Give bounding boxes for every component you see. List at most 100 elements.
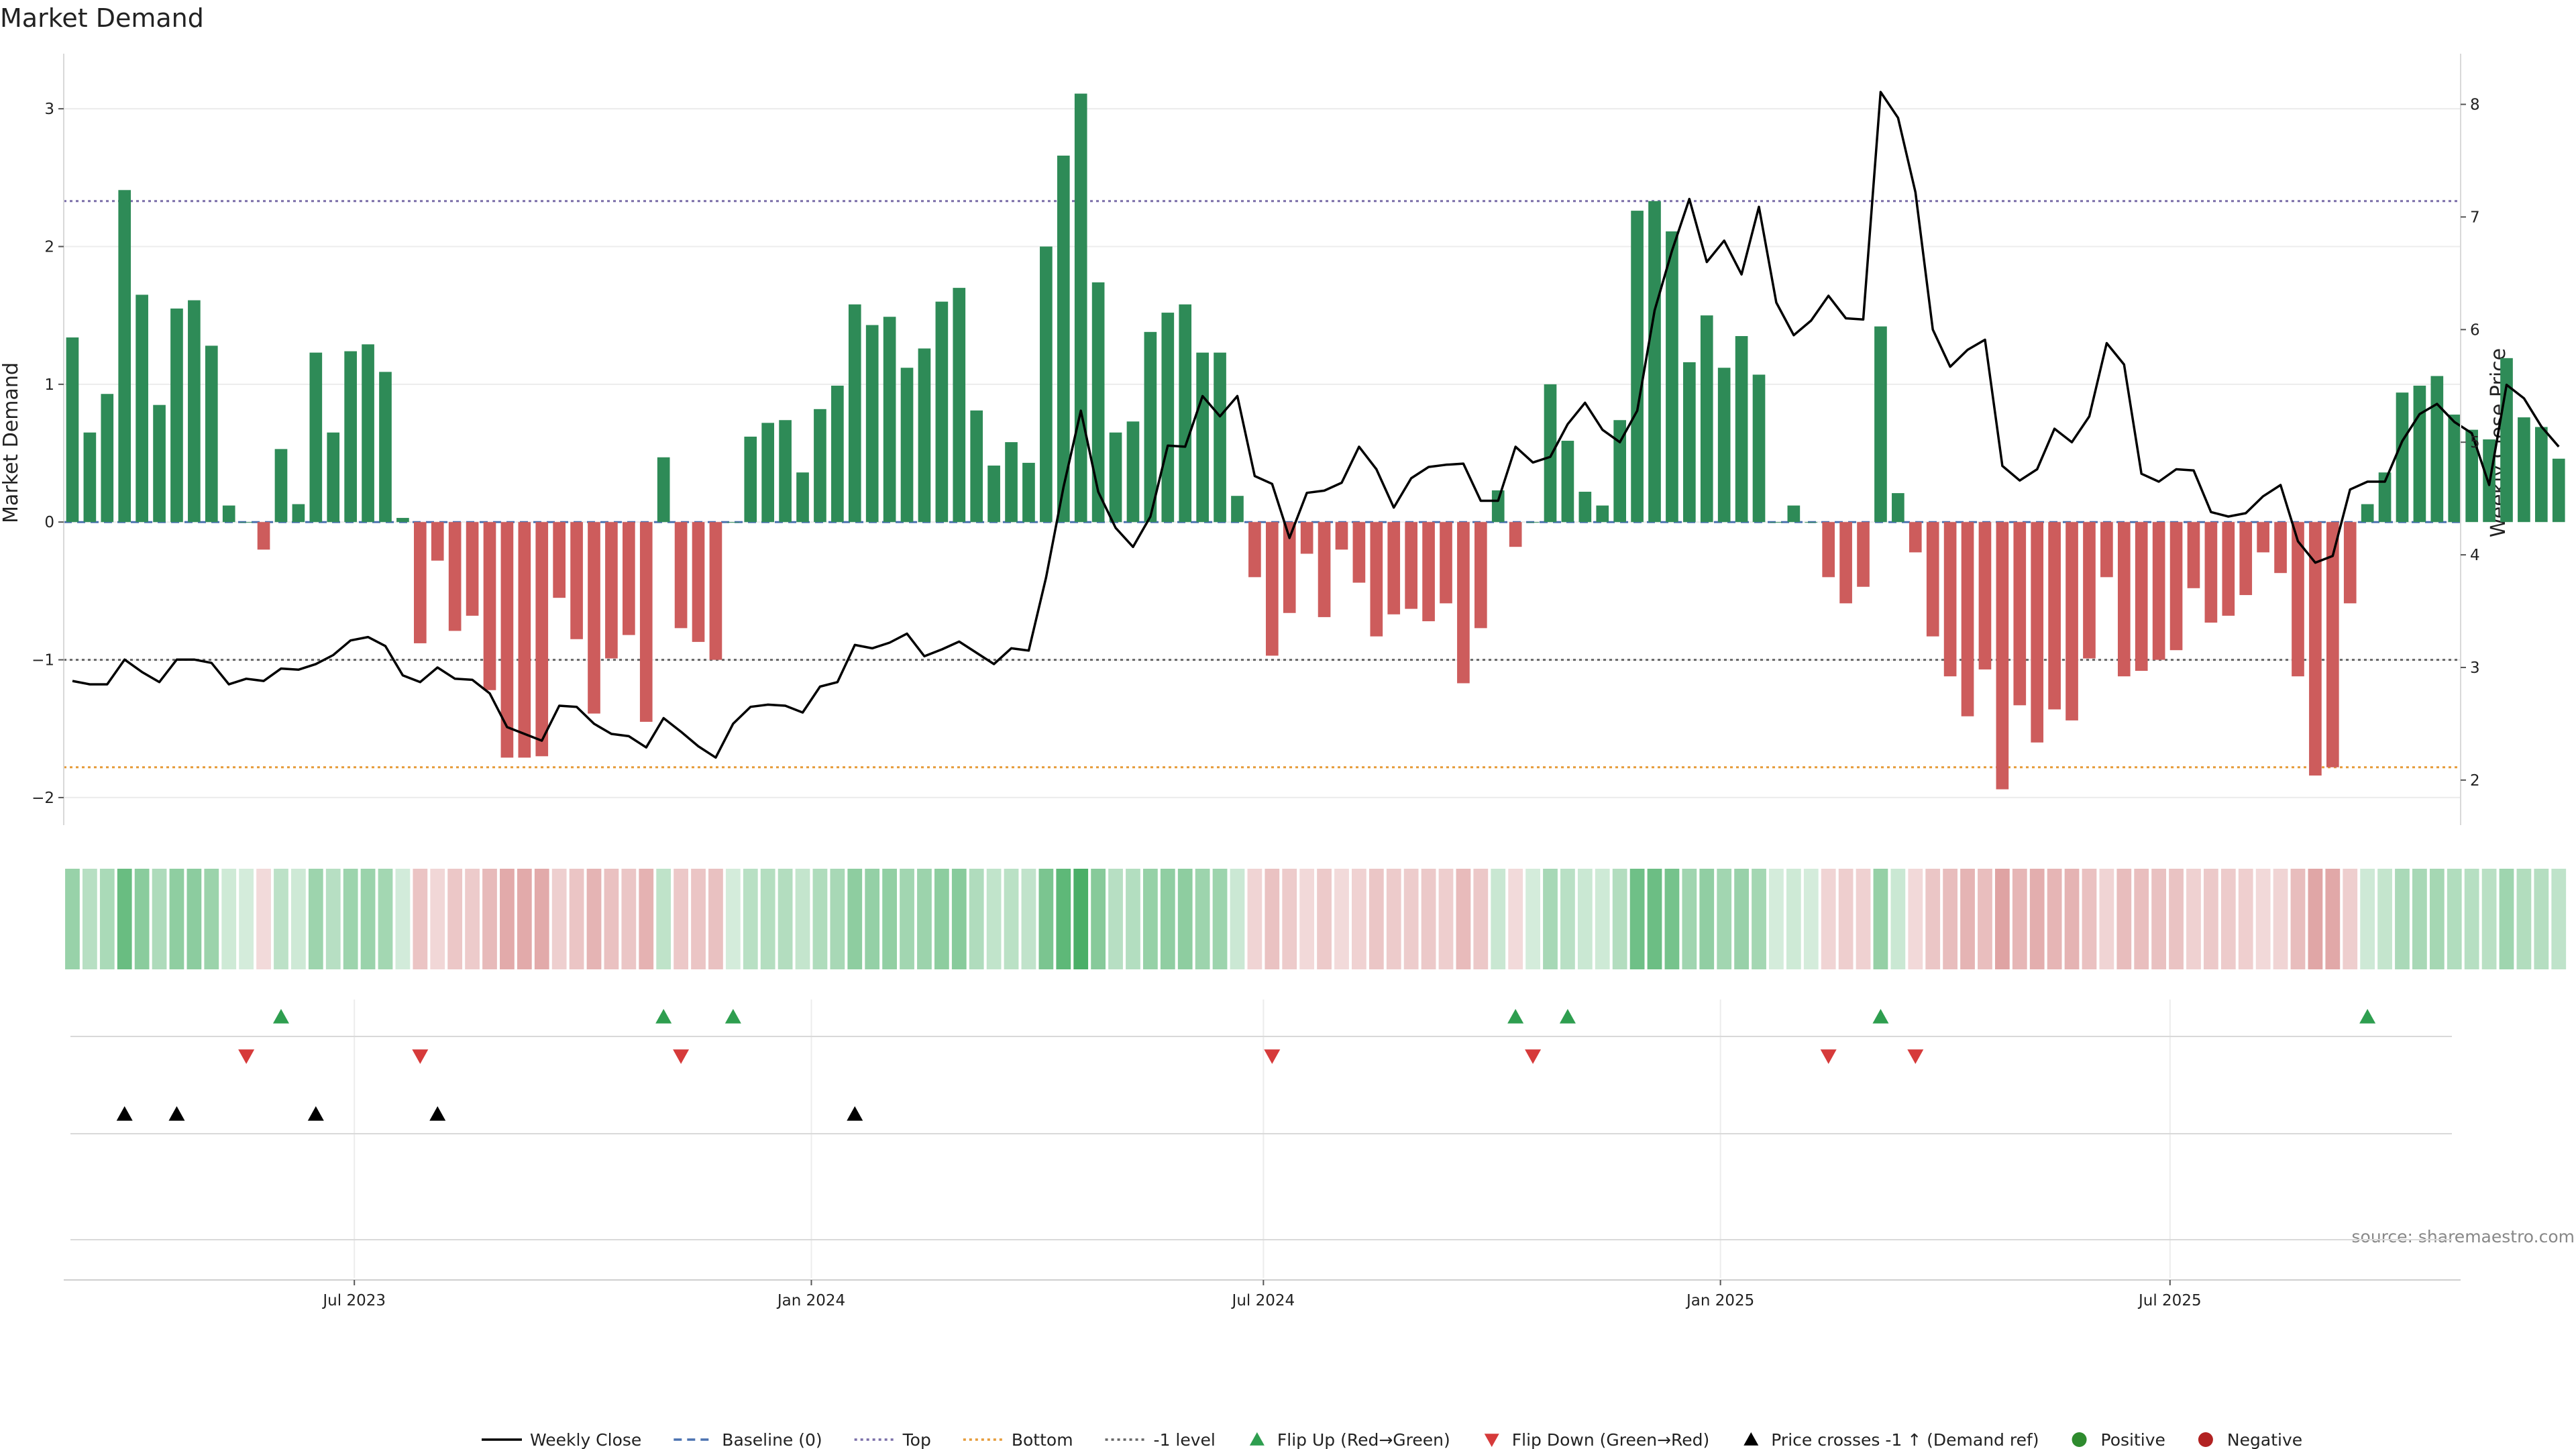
heat-cell bbox=[65, 869, 80, 969]
heat-cell bbox=[2255, 869, 2271, 969]
heat-cell bbox=[674, 869, 688, 969]
flip-down-marker bbox=[238, 1049, 255, 1064]
demand-bar bbox=[1352, 522, 1366, 583]
price-cross-marker bbox=[847, 1106, 863, 1121]
demand-bar bbox=[222, 505, 235, 523]
demand-bar bbox=[1578, 492, 1592, 523]
demand-bar bbox=[2135, 522, 2148, 671]
legend-item: Baseline (0) bbox=[674, 1430, 822, 1449]
heat-cell bbox=[1682, 869, 1697, 969]
demand-bar bbox=[413, 522, 427, 643]
heat-cell bbox=[343, 869, 358, 969]
heat-cell bbox=[951, 869, 967, 969]
legend-swatch bbox=[2198, 1432, 2213, 1447]
heat-cell bbox=[830, 869, 845, 969]
legend-swatch bbox=[1743, 1432, 1759, 1446]
demand-bars bbox=[66, 93, 2565, 790]
heat-cell bbox=[291, 869, 306, 969]
demand-bar bbox=[918, 348, 931, 523]
heat-cell bbox=[882, 869, 897, 969]
demand-bar bbox=[657, 457, 670, 523]
heat-cell bbox=[169, 869, 184, 969]
left-tick-label: −2 bbox=[32, 790, 54, 807]
demand-bar bbox=[344, 351, 357, 523]
demand-bar bbox=[1091, 282, 1105, 523]
heat-cell bbox=[1943, 869, 1958, 969]
demand-bar bbox=[2065, 522, 2078, 720]
demand-bar bbox=[1040, 246, 1053, 523]
right-tick-label: 2 bbox=[2470, 772, 2480, 790]
legend-item: Top bbox=[854, 1430, 931, 1449]
heat-cell bbox=[239, 869, 254, 969]
demand-bar bbox=[1996, 522, 2009, 790]
weekly-close-series bbox=[72, 91, 2560, 759]
demand-bar bbox=[2361, 504, 2374, 523]
demand-bar bbox=[1370, 522, 1383, 637]
demand-bar bbox=[153, 405, 166, 523]
heat-cell bbox=[1368, 869, 1384, 969]
demand-bar bbox=[935, 301, 949, 523]
demand-bar bbox=[136, 294, 148, 523]
demand-bar bbox=[1561, 441, 1574, 523]
legend-label: Price crosses -1 ↑ (Demand ref) bbox=[1771, 1430, 2039, 1449]
grid bbox=[64, 108, 2461, 1278]
heat-cell bbox=[1247, 869, 1263, 969]
demand-bar bbox=[1787, 505, 1801, 523]
demand-bar bbox=[709, 522, 722, 660]
demand-bar bbox=[2552, 458, 2565, 523]
demand-bar bbox=[553, 522, 566, 598]
demand-bar bbox=[1318, 522, 1331, 617]
heat-cell bbox=[986, 869, 1002, 969]
heat-cell bbox=[934, 869, 949, 969]
demand-bar bbox=[2292, 522, 2304, 677]
legend-item: Flip Down (Green→Red) bbox=[1484, 1430, 1709, 1449]
left-tick-label: 0 bbox=[44, 514, 54, 531]
heat-cell bbox=[1577, 869, 1593, 969]
demand-bar bbox=[2187, 522, 2200, 588]
demand-bar bbox=[1631, 211, 1644, 523]
demand-bar bbox=[848, 304, 861, 523]
heat-cell bbox=[1925, 869, 1941, 969]
demand-bar bbox=[2500, 358, 2513, 523]
heat-cell bbox=[2534, 869, 2549, 969]
heat-cell bbox=[2360, 869, 2375, 969]
demand-bar bbox=[1126, 421, 1140, 523]
heat-cell bbox=[2186, 869, 2201, 969]
heat-cell bbox=[760, 869, 775, 969]
demand-bar bbox=[2031, 522, 2044, 743]
heat-cell bbox=[1769, 869, 1784, 969]
demand-bar bbox=[1474, 522, 1487, 629]
demand-bar bbox=[83, 432, 97, 523]
left-tick-label: 3 bbox=[44, 101, 54, 118]
demand-bar bbox=[2257, 522, 2269, 553]
heat-cell bbox=[1073, 869, 1089, 969]
legend-item: Flip Up (Red→Green) bbox=[1249, 1430, 1450, 1449]
heat-cell bbox=[812, 869, 828, 969]
demand-bar bbox=[1283, 522, 1296, 613]
demand-bar bbox=[309, 352, 323, 523]
demand-bar bbox=[1700, 315, 1713, 523]
demand-bar bbox=[779, 420, 792, 523]
demand-bar bbox=[2413, 385, 2426, 523]
demand-bar bbox=[2013, 522, 2027, 706]
heat-cell bbox=[1056, 869, 1071, 969]
demand-bar bbox=[1457, 522, 1470, 684]
flip-down-marker bbox=[673, 1049, 690, 1064]
demand-bar bbox=[987, 466, 1000, 523]
right-tick-label: 6 bbox=[2470, 321, 2480, 339]
heat-cell bbox=[2516, 869, 2532, 969]
chart-title: Market Demand bbox=[0, 3, 204, 33]
heat-cell bbox=[2551, 869, 2567, 969]
heat-cell bbox=[1491, 869, 1506, 969]
x-tick-label: Jan 2025 bbox=[1685, 1292, 1754, 1309]
demand-bar bbox=[1613, 420, 1627, 523]
demand-bar bbox=[1144, 331, 1157, 523]
demand-bar bbox=[727, 522, 740, 523]
demand-bar bbox=[2204, 522, 2218, 623]
heat-cell bbox=[1838, 869, 1854, 969]
legend-label: Negative bbox=[2227, 1430, 2302, 1449]
heat-cell bbox=[256, 869, 271, 969]
demand-bar bbox=[1074, 93, 1087, 523]
heat-cell bbox=[1038, 869, 1054, 969]
